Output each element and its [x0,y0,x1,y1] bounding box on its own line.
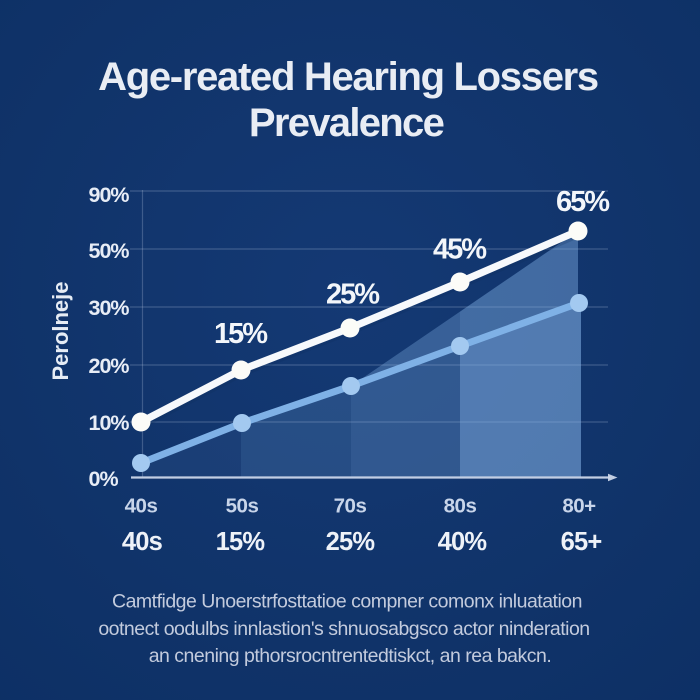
svg-text:50s: 50s [226,495,259,518]
svg-text:10%: 10% [89,411,130,435]
svg-text:an cnening pthorsrocntrentedti: an cnening pthorsrocntrentedtiskct, an r… [149,645,552,667]
svg-text:40%: 40% [438,528,487,556]
svg-text:40s: 40s [122,528,163,556]
svg-text:80s: 80s [444,495,477,518]
svg-text:Perolneje: Perolneje [48,281,73,380]
svg-text:40s: 40s [125,495,158,518]
svg-text:90%: 90% [89,183,130,207]
svg-text:Age-reated Hearing Lossers: Age-reated Hearing Lossers [98,55,598,99]
svg-text:25%: 25% [326,279,380,311]
svg-text:65+: 65+ [561,528,602,556]
svg-text:15%: 15% [216,528,265,556]
svg-text:65%: 65% [556,186,610,218]
svg-text:80+: 80+ [562,495,596,518]
svg-text:25%: 25% [326,528,375,556]
svg-text:Camtfidge Unoerstrfosttatioe c: Camtfidge Unoerstrfosttatioe compner com… [112,591,582,613]
svg-text:50%: 50% [89,239,130,263]
svg-text:20%: 20% [89,354,130,378]
svg-text:Prevalence: Prevalence [249,101,444,145]
svg-text:0%: 0% [89,467,119,491]
svg-text:15%: 15% [214,318,268,350]
svg-text:45%: 45% [433,234,487,266]
svg-text:30%: 30% [89,296,130,320]
svg-text:70s: 70s [334,495,367,518]
svg-text:ootnect oodulbs innlastion's s: ootnect oodulbs innlastion's shnuosabgsc… [98,618,589,640]
